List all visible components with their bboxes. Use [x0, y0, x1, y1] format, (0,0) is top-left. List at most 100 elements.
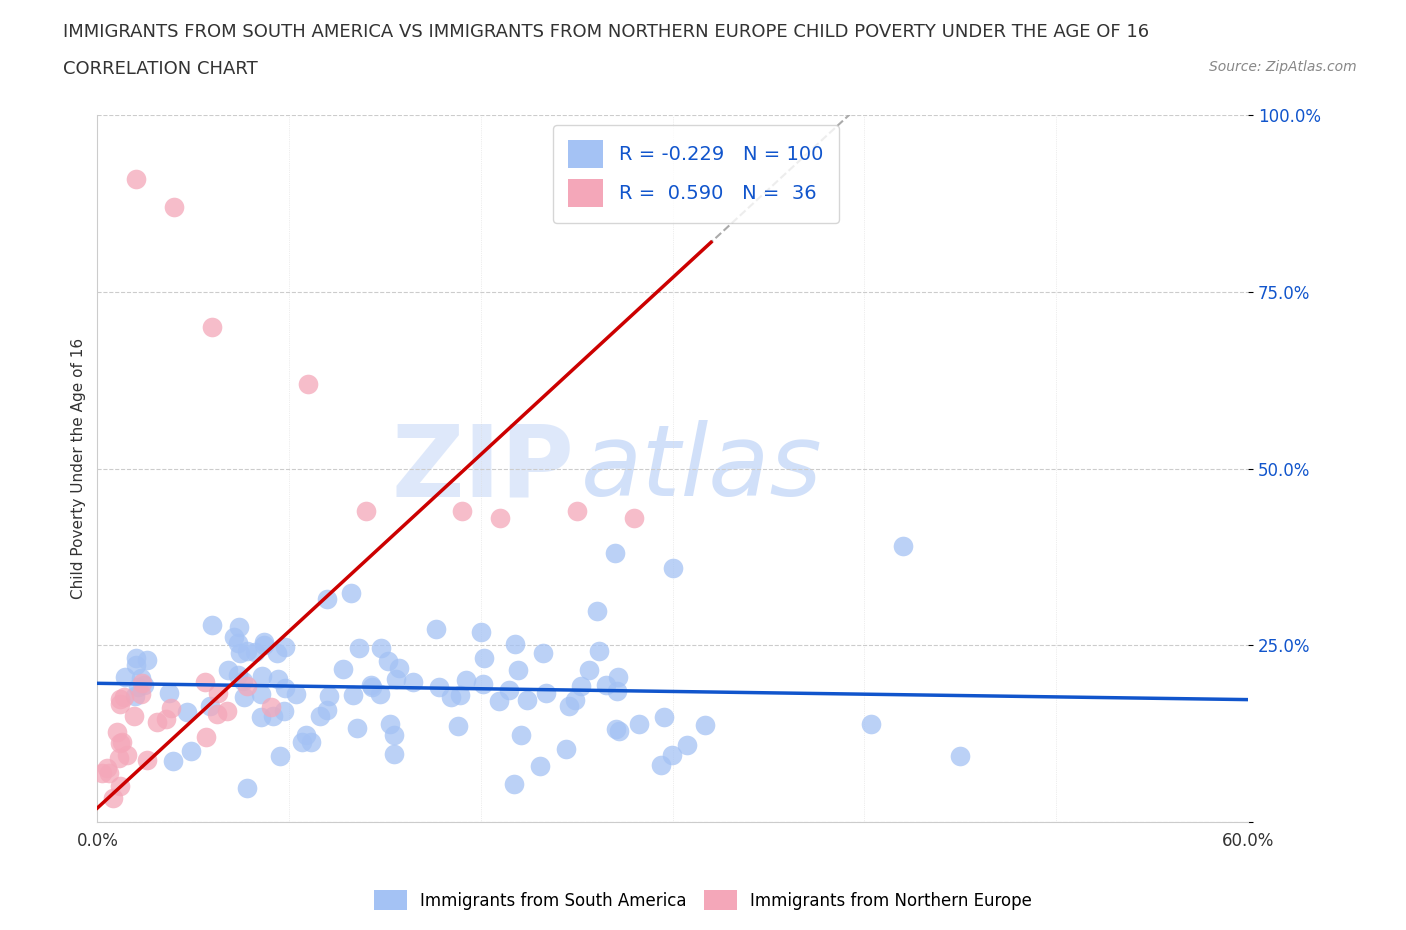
Point [201, 618, 224, 633]
Point [115, 748, 138, 763]
Point [605, 722, 627, 737]
Point [360, 677, 382, 692]
Point [108, 778, 131, 793]
Point [661, 560, 683, 575]
Point [125, 651, 148, 666]
Point [529, 759, 551, 774]
Point [361, 680, 384, 695]
Text: Source: ZipAtlas.com: Source: ZipAtlas.com [1209, 60, 1357, 74]
Point [145, 715, 167, 730]
Point [347, 641, 370, 656]
Point [180, 744, 202, 759]
Point [470, 624, 492, 639]
Point [291, 735, 314, 750]
Point [450, 503, 472, 518]
Point [628, 717, 651, 732]
Point [332, 662, 354, 677]
Point [157, 685, 180, 700]
Point [695, 718, 717, 733]
Point [354, 503, 377, 518]
Point [136, 753, 159, 768]
Point [124, 688, 146, 703]
Point [101, 790, 124, 805]
Point [226, 635, 249, 650]
Point [555, 741, 578, 756]
Point [131, 686, 153, 701]
Point [215, 704, 238, 719]
Point [228, 619, 250, 634]
Point [339, 586, 361, 601]
Point [569, 679, 592, 694]
Point [122, 708, 145, 723]
Point [222, 630, 245, 644]
Point [105, 724, 128, 739]
Point [564, 692, 586, 707]
Point [108, 697, 131, 711]
Point [472, 651, 495, 666]
Point [201, 320, 224, 335]
Point [236, 780, 259, 795]
Point [235, 644, 257, 658]
Point [315, 591, 337, 606]
Point [260, 699, 283, 714]
Point [382, 747, 405, 762]
Point [368, 686, 391, 701]
Point [661, 748, 683, 763]
Point [136, 653, 159, 668]
Point [236, 679, 259, 694]
Point [226, 668, 249, 683]
Point [108, 751, 131, 765]
Point [274, 681, 297, 696]
Point [578, 663, 600, 678]
Point [176, 704, 198, 719]
Point [454, 672, 477, 687]
Point [607, 724, 630, 739]
Point [402, 674, 425, 689]
Point [114, 670, 136, 684]
Point [316, 702, 339, 717]
Point [91, 765, 114, 780]
Point [503, 636, 526, 651]
Point [440, 689, 463, 704]
Point [266, 671, 288, 686]
Point [384, 671, 406, 686]
Point [488, 694, 510, 709]
Point [124, 658, 146, 672]
Point [502, 777, 524, 791]
Point [370, 641, 392, 656]
Text: atlas: atlas [581, 420, 823, 517]
Point [262, 709, 284, 724]
Point [295, 728, 318, 743]
Point [516, 692, 538, 707]
Point [250, 686, 273, 701]
Point [534, 686, 557, 701]
Point [253, 634, 276, 649]
Point [652, 710, 675, 724]
Point [243, 644, 266, 659]
Point [498, 683, 520, 698]
Point [98, 766, 121, 781]
Point [346, 721, 368, 736]
Point [377, 654, 399, 669]
Point [217, 662, 239, 677]
Point [250, 710, 273, 724]
Point [250, 669, 273, 684]
Text: CORRELATION CHART: CORRELATION CHART [63, 60, 259, 78]
Point [195, 729, 218, 744]
Point [229, 646, 252, 661]
Point [274, 639, 297, 654]
Point [129, 671, 152, 685]
Point [388, 660, 411, 675]
Point [585, 604, 607, 618]
Point [127, 680, 149, 695]
Point [131, 675, 153, 690]
Point [449, 687, 471, 702]
Point [155, 711, 177, 726]
Point [510, 728, 533, 743]
Point [588, 644, 610, 658]
Point [207, 685, 229, 700]
Legend: Immigrants from South America, Immigrants from Northern Europe: Immigrants from South America, Immigrant… [367, 884, 1039, 917]
Point [675, 737, 697, 752]
Point [606, 683, 628, 698]
Y-axis label: Child Poverty Under the Age of 16: Child Poverty Under the Age of 16 [72, 338, 86, 599]
